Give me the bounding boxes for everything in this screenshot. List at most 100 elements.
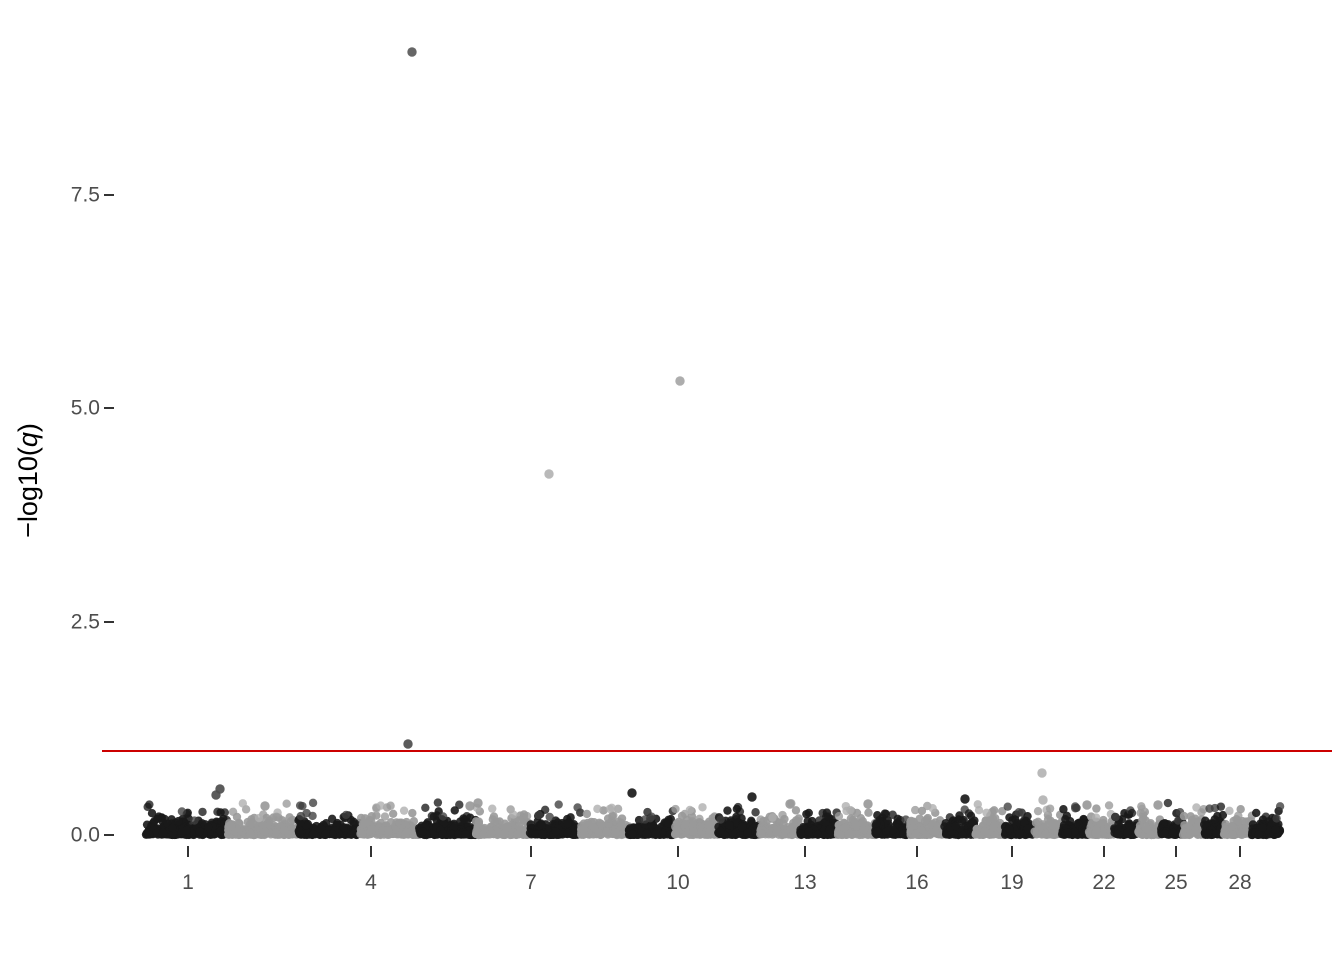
y-tick-mark-7.5 [104,194,114,196]
scatter-point [168,823,177,833]
scatter-point [607,803,616,812]
scatter-point [227,821,236,831]
scatter-point [1237,829,1246,838]
scatter-point [873,827,882,837]
scatter-point [403,739,413,749]
scatter-point [388,809,398,819]
scatter-point [461,830,470,839]
scatter-point [479,829,489,839]
scatter-point [401,830,410,839]
significance-threshold-line [102,750,1332,752]
scatter-point [613,804,623,814]
x-tick-label-25: 25 [1164,871,1188,894]
scatter-point [951,821,960,831]
scatter-point [1019,818,1029,827]
scatter-point [408,808,417,818]
y-tick-label-7.5: 7.5 [70,183,100,207]
scatter-point [695,814,704,824]
scatter-point [198,807,207,817]
x-tick-mark-25 [1175,846,1177,857]
scatter-point [563,828,572,838]
scatter-point [1254,830,1263,839]
x-tick-mark-13 [804,846,806,857]
scatter-point [1045,804,1055,813]
scatter-point [570,830,579,840]
scatter-point [1203,829,1212,838]
scatter-point [367,825,377,834]
scatter-point [284,830,294,839]
scatter-point [836,830,845,839]
scatter-point [216,826,226,836]
scatter-point [1186,829,1195,839]
scatter-point [1059,805,1068,814]
scatter-point [407,47,417,57]
scatter-point [1272,814,1281,823]
x-tick-mark-10 [677,846,679,857]
scatter-point [716,815,725,824]
scatter-point [238,799,248,808]
scatter-point [449,823,458,832]
x-tick-mark-4 [370,846,372,857]
scatter-point [1114,819,1123,828]
scatter-point [282,799,291,808]
scatter-point [733,802,743,812]
scatter-point [1063,828,1072,837]
scatter-point [285,813,294,822]
scatter-point [859,825,868,835]
scatter-point [628,829,637,839]
scatter-point [447,829,457,839]
x-tick-label-22: 22 [1092,871,1116,894]
scatter-point [357,829,367,839]
scatter-point [596,819,606,828]
scatter-point [772,827,782,837]
scatter-point [756,815,765,824]
scatter-point [488,804,497,813]
scatter-point [544,469,554,479]
scatter-point [526,820,535,829]
scatter-point [472,827,481,836]
scatter-point [455,800,464,809]
scatter-point [698,803,707,812]
scatter-point [898,829,908,838]
scatter-point [715,826,725,835]
scatter-point [142,820,152,829]
scatter-point [1092,825,1101,835]
scatter-point [945,813,955,822]
scatter-point [1033,806,1043,816]
x-tick-label-4: 4 [365,871,377,894]
scatter-point [213,807,222,817]
scatter-point [672,825,681,834]
scatter-point [863,799,873,809]
scatter-point [1084,827,1094,837]
scatter-point [390,825,400,834]
scatter-point [680,820,690,829]
scatter-point [551,827,561,836]
scatter-point [968,818,977,827]
scatter-point [321,830,330,839]
scatter-point [327,829,337,839]
scatter-point [1252,808,1261,818]
scatter-point [858,819,867,828]
scatter-point [465,801,475,811]
scatter-point [911,829,921,839]
scatter-point [1275,802,1285,811]
scatter-point [873,811,882,820]
scatter-point [341,810,351,820]
scatter-point [1070,827,1079,837]
scatter-point [296,818,305,827]
scatter-point [260,827,269,837]
scatter-point [372,811,381,820]
scatter-point [651,829,661,839]
scatter-point [531,830,540,839]
scatter-point [611,828,620,838]
scatter-point [190,816,199,825]
y-tick-mark-5.0 [104,407,114,409]
scatter-point [579,830,589,839]
scatter-point [339,823,348,832]
scatter-point [386,801,395,810]
scatter-point [1038,795,1048,805]
scatter-point [827,827,836,837]
scatter-point [960,794,970,804]
scatter-point [852,808,862,818]
